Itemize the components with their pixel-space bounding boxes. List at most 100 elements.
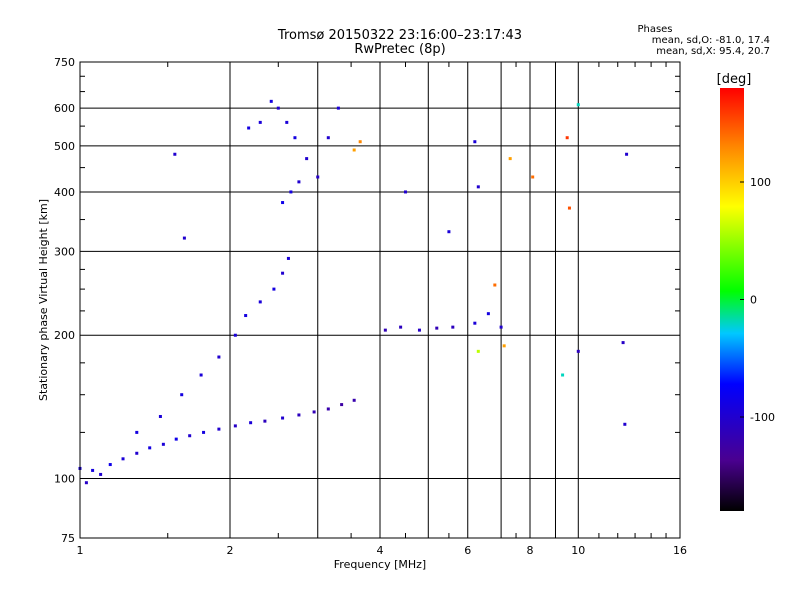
- data-point: [108, 463, 112, 467]
- phases-x-stats: mean, sd,X: 95.4, 20.7: [656, 46, 770, 57]
- data-point: [447, 230, 451, 234]
- data-point: [135, 451, 139, 455]
- colorbar-label: [deg]: [717, 72, 752, 87]
- data-point: [233, 424, 237, 428]
- x-tick-label: 4: [377, 544, 384, 557]
- data-point: [173, 152, 177, 156]
- data-point: [326, 407, 330, 411]
- data-point: [508, 157, 512, 161]
- data-point: [565, 136, 569, 140]
- data-point: [326, 136, 330, 140]
- x-tick-label: 6: [464, 544, 471, 557]
- data-point: [403, 190, 407, 194]
- data-point: [476, 185, 480, 189]
- data-point: [258, 120, 262, 124]
- data-point: [399, 325, 403, 329]
- y-tick-label: 400: [54, 186, 75, 199]
- data-point: [473, 140, 477, 144]
- data-point: [473, 321, 477, 325]
- y-tick-label: 75: [61, 532, 75, 545]
- data-point: [297, 413, 301, 417]
- data-point: [383, 328, 387, 332]
- y-tick-label: 500: [54, 140, 75, 153]
- data-point: [269, 99, 273, 103]
- data-point: [84, 481, 88, 485]
- data-point: [276, 106, 280, 110]
- data-point: [272, 287, 276, 291]
- data-point: [417, 328, 421, 332]
- data-point: [623, 422, 627, 426]
- data-point: [625, 152, 629, 156]
- colorbar-tick-label: -100: [750, 411, 775, 424]
- data-point: [91, 468, 95, 472]
- data-point: [99, 472, 103, 476]
- data-point: [435, 326, 439, 330]
- data-point: [158, 414, 162, 418]
- x-tick-label: 8: [527, 544, 534, 557]
- data-point: [174, 437, 178, 441]
- data-point: [499, 325, 503, 329]
- data-point: [289, 190, 293, 194]
- data-point: [336, 106, 340, 110]
- data-point: [217, 427, 221, 431]
- data-point: [233, 333, 237, 337]
- data-point: [316, 175, 320, 179]
- data-point: [621, 341, 625, 345]
- data-point: [180, 393, 184, 397]
- data-point: [249, 421, 253, 425]
- y-tick-label: 600: [54, 102, 75, 115]
- data-point: [486, 312, 490, 316]
- chart-subtitle: RwPretec (8p): [354, 42, 446, 57]
- y-tick-label: 200: [54, 329, 75, 342]
- data-point: [358, 140, 362, 144]
- data-point: [531, 175, 535, 179]
- data-point: [352, 148, 356, 152]
- data-point: [340, 403, 344, 407]
- data-point: [247, 126, 251, 130]
- data-point: [258, 300, 262, 304]
- y-tick-label: 750: [54, 56, 75, 69]
- data-point: [281, 201, 285, 205]
- data-point: [576, 103, 580, 107]
- data-point: [312, 410, 316, 414]
- data-point: [285, 120, 289, 124]
- data-point: [199, 373, 203, 377]
- data-point: [476, 349, 480, 353]
- x-tick-label: 16: [673, 544, 687, 557]
- data-point: [161, 442, 165, 446]
- data-point: [561, 373, 565, 377]
- data-point: [352, 398, 356, 402]
- data-point: [244, 314, 248, 318]
- data-point: [182, 236, 186, 240]
- data-point: [297, 180, 301, 184]
- data-point: [135, 430, 139, 434]
- data-point: [121, 457, 125, 461]
- data-point: [305, 157, 309, 161]
- data-point: [263, 419, 267, 423]
- data-point: [281, 271, 285, 275]
- data-point: [202, 430, 206, 434]
- y-tick-label: 100: [54, 473, 75, 486]
- x-tick-label: 10: [571, 544, 585, 557]
- data-point: [217, 355, 221, 359]
- data-point: [502, 344, 506, 348]
- y-axis-label: Stationary phase Virtual Height [km]: [37, 199, 50, 401]
- data-point: [188, 434, 192, 438]
- data-point: [493, 283, 497, 287]
- phases-o-stats: mean, sd,O: -81.0, 17.4: [651, 35, 770, 46]
- data-point: [286, 256, 290, 260]
- data-point: [148, 446, 152, 450]
- y-tick-label: 300: [54, 245, 75, 258]
- x-tick-label: 1: [77, 544, 84, 557]
- colorbar-tick-label: 0: [750, 294, 757, 307]
- data-point: [567, 206, 571, 210]
- colorbar-tick-label: 100: [750, 176, 771, 189]
- data-point: [281, 416, 285, 420]
- x-tick-label: 2: [227, 544, 234, 557]
- plot-border: [79, 61, 681, 539]
- data-point: [293, 136, 297, 140]
- x-axis-label: Frequency [MHz]: [334, 558, 426, 571]
- data-point: [576, 349, 580, 353]
- phases-heading: Phases: [637, 24, 673, 35]
